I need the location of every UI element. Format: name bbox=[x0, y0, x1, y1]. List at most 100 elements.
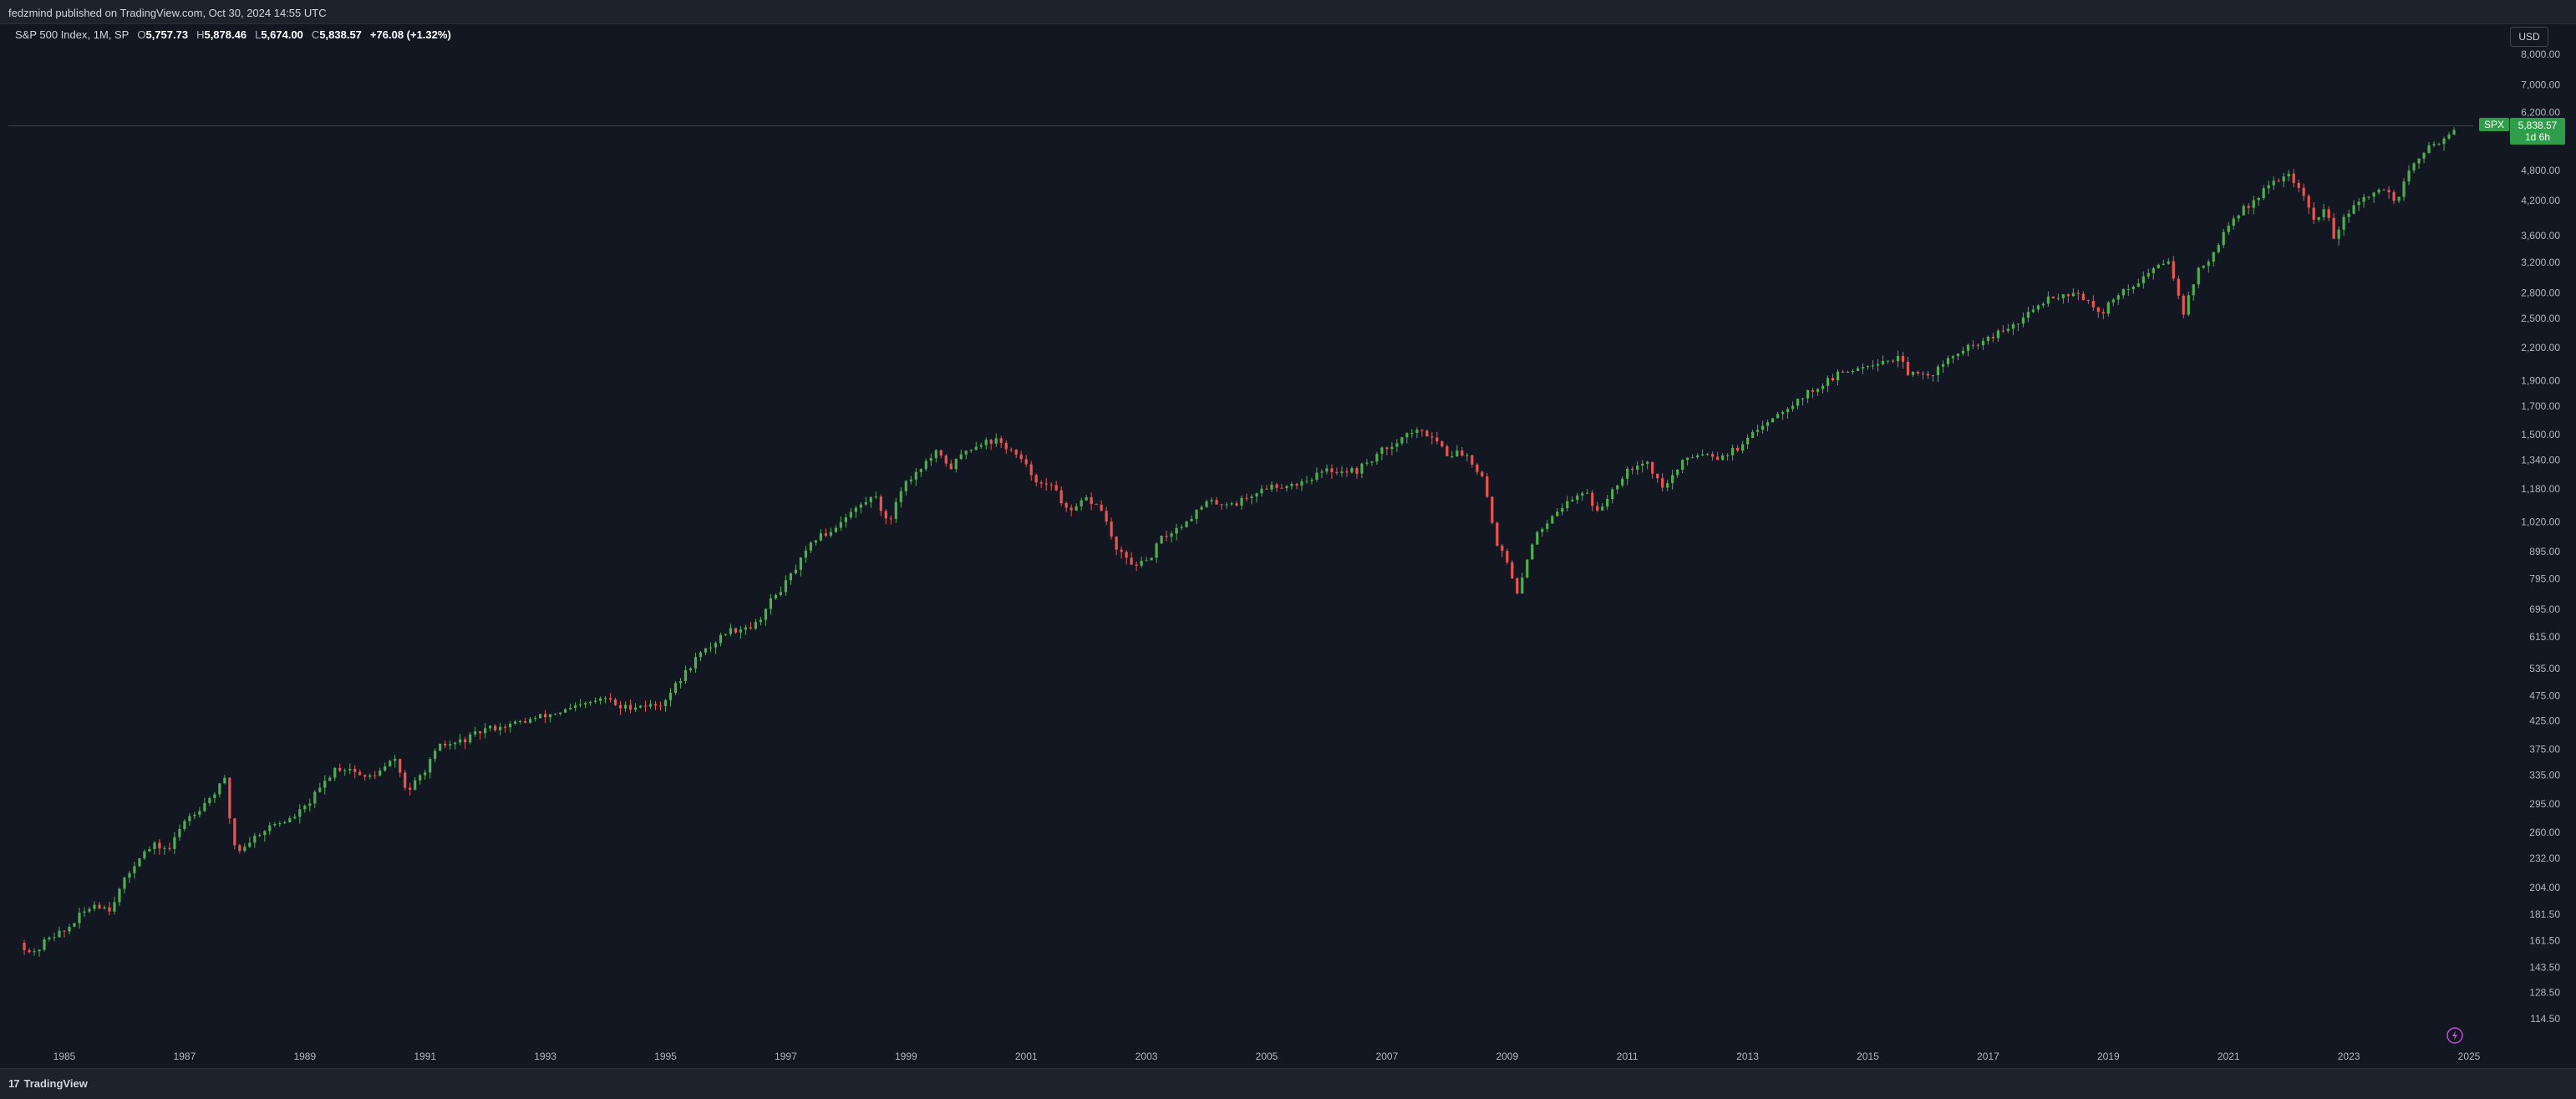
lightning-icon[interactable] bbox=[2446, 1027, 2463, 1044]
x-tick-label: 2021 bbox=[2218, 1051, 2240, 1062]
candle-body bbox=[1451, 455, 1454, 457]
candle-body bbox=[949, 463, 953, 470]
candle-body bbox=[789, 573, 792, 581]
candle-body bbox=[1471, 455, 1474, 465]
candle-body bbox=[293, 817, 297, 819]
candle-body bbox=[1155, 543, 1158, 558]
candle-body bbox=[819, 533, 822, 541]
candle-body bbox=[754, 622, 758, 629]
y-tick-label: 2,200.00 bbox=[2521, 342, 2560, 354]
candle-body bbox=[2182, 295, 2185, 315]
candle-body bbox=[1115, 536, 1118, 550]
candle-body bbox=[1986, 336, 1989, 341]
candle-body bbox=[1240, 497, 1243, 506]
candle-body bbox=[1335, 471, 1339, 474]
candle-body bbox=[198, 811, 201, 815]
candle-body bbox=[764, 608, 768, 620]
candle-body bbox=[158, 842, 161, 849]
candle-body bbox=[1951, 356, 1955, 359]
candle-body bbox=[1691, 457, 1694, 459]
candle-body bbox=[1906, 361, 1910, 375]
candle-body bbox=[509, 723, 512, 728]
candle-body bbox=[1731, 447, 1735, 455]
candle-body bbox=[1791, 405, 1795, 410]
candle-body bbox=[1581, 493, 1584, 496]
candle-body bbox=[338, 767, 342, 771]
candle-body bbox=[153, 842, 156, 850]
currency-button[interactable]: USD bbox=[2510, 27, 2548, 47]
x-tick-label: 2001 bbox=[1015, 1051, 1038, 1062]
y-tick-label: 1,900.00 bbox=[2521, 375, 2560, 387]
candle-body bbox=[854, 507, 857, 512]
candle-body bbox=[1781, 412, 1785, 415]
candle-body bbox=[1936, 366, 1940, 375]
candle-body bbox=[1295, 484, 1298, 486]
candle-body bbox=[979, 445, 983, 447]
candle-body bbox=[1856, 368, 1860, 371]
candle-body bbox=[2312, 207, 2315, 220]
candle-body bbox=[434, 750, 437, 760]
candle-body bbox=[2302, 187, 2305, 196]
candle-body bbox=[128, 873, 131, 878]
candle-body bbox=[93, 904, 96, 909]
candle-body bbox=[1831, 378, 1835, 381]
candle-body bbox=[1816, 389, 1820, 392]
candle-body bbox=[193, 814, 196, 817]
candle-body bbox=[203, 802, 206, 812]
candle-body bbox=[2036, 305, 2040, 310]
candle-body bbox=[1736, 447, 1740, 451]
candle-body bbox=[1220, 504, 1223, 506]
candle-body bbox=[1200, 506, 1203, 510]
candle-body bbox=[524, 720, 527, 723]
candle-body bbox=[548, 714, 552, 718]
candle-body bbox=[223, 777, 226, 784]
candle-body bbox=[2026, 312, 2030, 318]
x-tick-label: 2007 bbox=[1376, 1051, 1399, 1062]
candle-body bbox=[1019, 454, 1023, 460]
candle-body bbox=[43, 939, 46, 950]
candle-body bbox=[1586, 492, 1589, 494]
x-tick-label: 2009 bbox=[1496, 1051, 1518, 1062]
y-tick-label: 232.00 bbox=[2529, 852, 2560, 864]
x-tick-label: 1991 bbox=[414, 1051, 436, 1062]
candle-body bbox=[544, 714, 547, 718]
price-tag-countdown: 1d 6h bbox=[2525, 131, 2550, 143]
x-tick-label: 1995 bbox=[654, 1051, 677, 1062]
candle-body bbox=[678, 680, 683, 684]
candle-body bbox=[333, 767, 337, 778]
candle-body bbox=[593, 700, 597, 702]
candles-group bbox=[23, 127, 2456, 957]
candle-body bbox=[2076, 293, 2080, 294]
candle-body bbox=[389, 761, 392, 767]
candle-body bbox=[1095, 504, 1098, 506]
candle-body bbox=[869, 496, 872, 502]
x-tick-label: 1989 bbox=[293, 1051, 316, 1062]
y-tick-label: 161.50 bbox=[2529, 935, 2560, 947]
candle-body bbox=[709, 647, 713, 649]
candle-body bbox=[1761, 425, 1765, 430]
tv-logo-icon: 17 bbox=[8, 1077, 20, 1090]
candle-body bbox=[1531, 544, 1534, 560]
candle-body bbox=[288, 818, 292, 823]
candle-body bbox=[213, 794, 216, 798]
candle-body bbox=[118, 888, 121, 903]
candle-body bbox=[1506, 551, 1509, 562]
candle-body bbox=[1395, 443, 1399, 447]
candle-body bbox=[1481, 471, 1484, 477]
candle-body bbox=[573, 705, 577, 708]
candle-body bbox=[613, 699, 617, 705]
candle-body bbox=[1611, 489, 1614, 500]
candle-body bbox=[2192, 284, 2195, 296]
candle-body bbox=[1786, 409, 1790, 413]
candle-body bbox=[934, 450, 937, 459]
candle-body bbox=[2442, 138, 2446, 145]
candle-body bbox=[449, 744, 452, 745]
candle-body bbox=[1956, 353, 1960, 357]
tradingview-logo[interactable]: 17 TradingView bbox=[8, 1077, 88, 1090]
candle-body bbox=[2212, 252, 2215, 262]
candle-body bbox=[173, 837, 176, 849]
candle-body bbox=[143, 851, 146, 858]
candle-body bbox=[2197, 267, 2200, 285]
x-tick-label: 2013 bbox=[1736, 1051, 1759, 1062]
